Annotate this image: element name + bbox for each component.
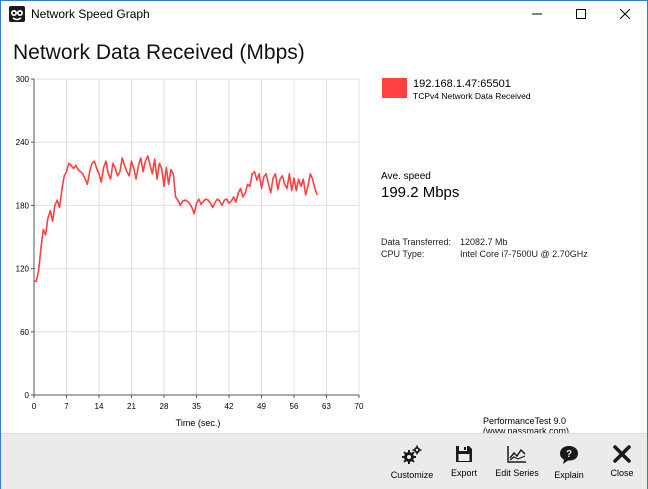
x-tick-label: 56	[290, 402, 299, 411]
legend-series-description: TCPv4 Network Data Received	[413, 91, 531, 101]
title-bar[interactable]: Network Speed Graph	[1, 1, 647, 27]
close-x-icon	[613, 445, 631, 463]
x-tick-label: 63	[322, 402, 331, 411]
x-axis-label: Time (sec.)	[176, 418, 221, 428]
graph-heading: Network Data Received (Mbps)	[13, 41, 305, 64]
y-tick-label: 120	[16, 265, 30, 274]
minimize-button[interactable]	[515, 1, 559, 27]
data-transferred-value: 12082.7 Mb	[460, 237, 508, 247]
average-speed-label: Ave. speed	[381, 171, 431, 182]
series-line	[34, 155, 318, 282]
y-tick-label: 60	[20, 328, 29, 337]
minimize-icon	[532, 13, 542, 15]
y-tick-label: 240	[16, 138, 30, 147]
edit-series-button[interactable]: Edit Series	[495, 434, 539, 489]
legend-series-name: 192.168.1.47:65501	[413, 78, 511, 90]
x-tick-label: 35	[192, 402, 201, 411]
explain-button[interactable]: ? Explain	[547, 434, 591, 489]
explain-label: Explain	[554, 470, 584, 480]
svg-text:?: ?	[566, 449, 572, 460]
bottom-toolbar: Customize Export Edit Series ?	[1, 433, 647, 489]
maximize-icon	[576, 9, 586, 19]
x-tick-label: 7	[64, 402, 69, 411]
export-label: Export	[450, 468, 477, 478]
customize-label: Customize	[390, 470, 434, 480]
x-tick-label: 28	[160, 402, 169, 411]
chart-tick-labels: 0 60 120 180 240 300 0 7 14 21 28 35 42 49 56 63 70	[16, 75, 364, 411]
export-button[interactable]: Export	[442, 434, 486, 489]
y-tick-label: 180	[16, 201, 30, 210]
x-tick-label: 42	[225, 402, 234, 411]
passmark-app-icon	[9, 6, 25, 22]
window-title: Network Speed Graph	[31, 7, 150, 21]
network-speed-chart: 0 60 120 180 240 300 0 7 14 21 28 35 42 49 56 63 70 Time…	[16, 75, 364, 428]
x-tick-label: 21	[127, 402, 136, 411]
maximize-button[interactable]	[559, 1, 603, 27]
close-icon	[620, 9, 630, 19]
average-speed-value: 199.2 Mbps	[381, 184, 460, 201]
x-tick-label: 70	[355, 402, 364, 411]
help-icon: ?	[560, 446, 578, 464]
close-window-button[interactable]	[603, 1, 647, 27]
close-button[interactable]: Close	[600, 434, 644, 489]
cpu-type-value: Intel Core i7-7500U @ 2.70GHz	[460, 249, 588, 259]
x-tick-label: 0	[32, 402, 37, 411]
y-tick-label: 0	[25, 391, 30, 400]
legend-swatch[interactable]	[382, 78, 407, 98]
cpu-type-label: CPU Type:	[381, 249, 425, 259]
line-chart-icon	[507, 446, 526, 463]
edit-series-label: Edit Series	[495, 468, 539, 478]
customize-button[interactable]: Customize	[389, 434, 435, 489]
chart-grid	[31, 78, 360, 398]
save-icon	[456, 446, 472, 462]
gears-icon	[402, 445, 422, 464]
credit-text: PerformanceTest 9.0 (www.passmark.com)	[483, 416, 570, 436]
x-tick-label: 49	[257, 402, 266, 411]
data-transferred-label: Data Transferred:	[381, 237, 452, 247]
x-tick-label: 14	[95, 402, 104, 411]
y-tick-label: 300	[16, 75, 30, 84]
close-label: Close	[610, 468, 634, 478]
